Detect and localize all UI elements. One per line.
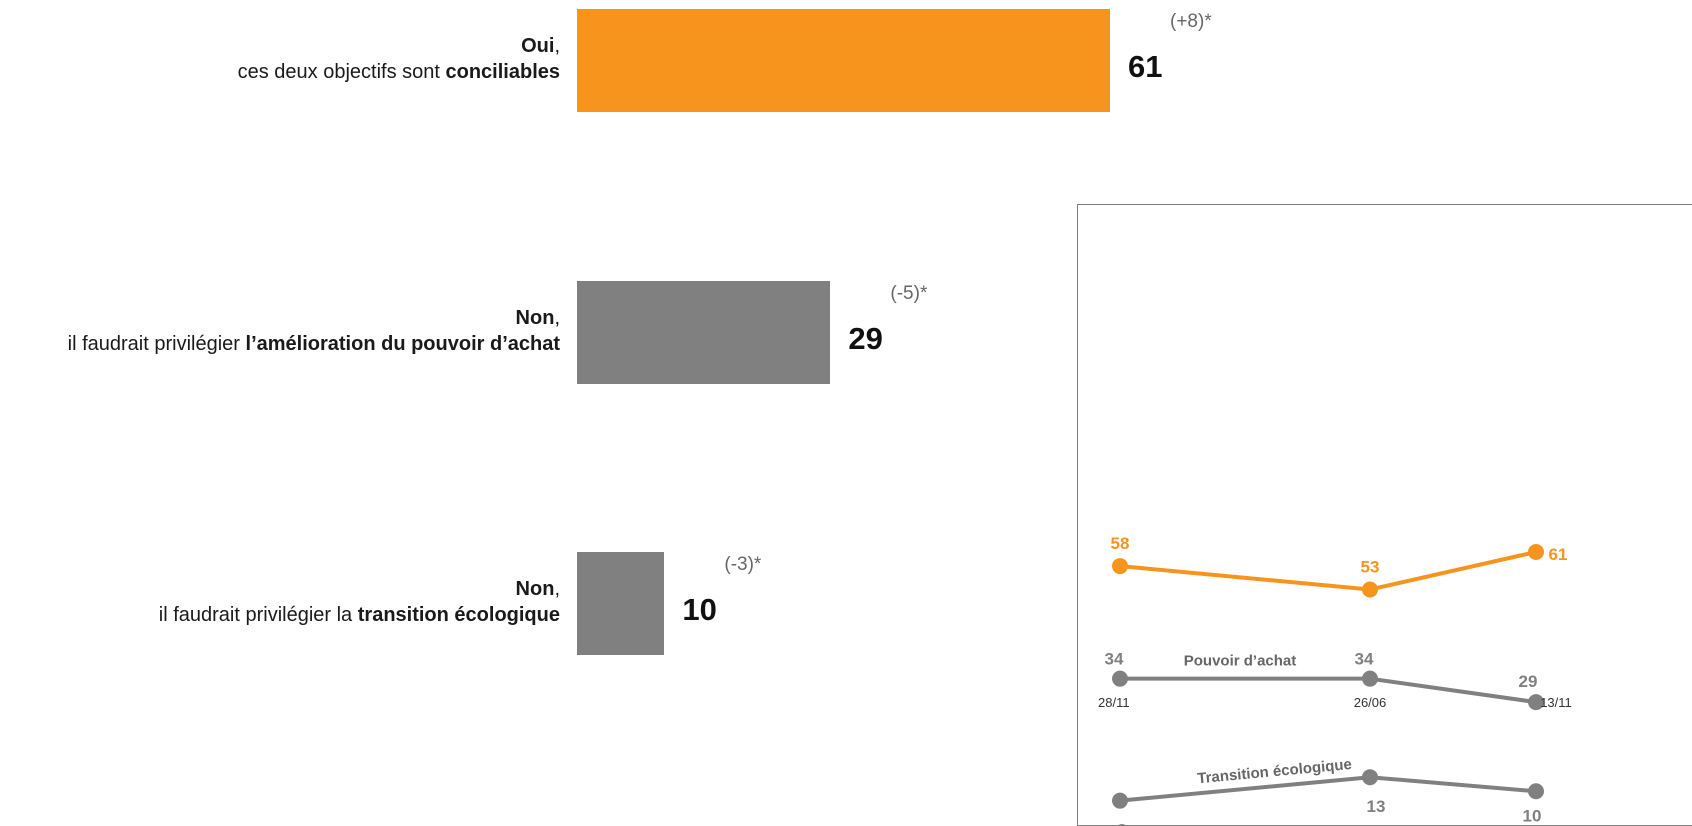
trend-inset-chart: 58536134342981310Pouvoir d’achatTransiti…	[1077, 204, 1692, 826]
bar-value-label: 29	[848, 321, 883, 356]
bar	[577, 552, 665, 655]
bar-category-label: Non, il faudrait privilégier la transitio…	[159, 576, 560, 628]
bar-category-line1: Oui,	[521, 35, 560, 57]
x-axis-date-label: 13/11	[1540, 695, 1572, 710]
data-point	[1112, 670, 1128, 687]
bar-category-line2: il faudrait privilégier l’amélioration d…	[67, 333, 560, 355]
bar-category-lead: Non	[515, 578, 555, 600]
data-point	[1362, 769, 1378, 786]
bar	[577, 9, 1110, 112]
bar-category-line1: Non,	[515, 578, 560, 600]
series-line	[1118, 775, 1538, 803]
point-value-label: 13	[1367, 797, 1386, 816]
point-value-label: 10	[1523, 806, 1542, 825]
bar-change-label: (-3)*	[724, 554, 762, 575]
series-line	[1118, 676, 1538, 705]
data-point	[1112, 792, 1128, 809]
bar-category-emphasis: transition écologique	[357, 604, 560, 626]
bar-change-label: (-5)*	[890, 283, 928, 304]
bar-category-label: Non, il faudrait privilégier l’améliorati…	[68, 305, 560, 357]
point-value-label: 61	[1549, 545, 1568, 564]
trend-line-plot: 58536134342981310Pouvoir d’achatTransiti…	[1098, 534, 1572, 825]
bar-change-label: (+8)*	[1170, 11, 1212, 32]
bar	[577, 281, 831, 384]
x-axis-date-label: 28/11	[1098, 695, 1130, 710]
point-value-label: 58	[1111, 534, 1130, 553]
bar-category-label: Oui, ces deux objectifs sont conciliables	[238, 33, 560, 85]
series-name-label: Pouvoir d’achat	[1184, 653, 1297, 670]
bar-category-line2: ces deux objectifs sont conciliables	[237, 61, 561, 83]
data-point	[1528, 783, 1544, 800]
bar-category-line2: il faudrait privilégier la transition éc…	[158, 604, 560, 626]
bar-category-emphasis: l’amélioration du pouvoir d’achat	[245, 333, 560, 355]
bar-value-label: 10	[682, 592, 717, 627]
point-value-label: 29	[1519, 672, 1538, 691]
series-line	[1118, 549, 1538, 592]
data-point	[1362, 670, 1378, 687]
data-point	[1528, 543, 1544, 560]
data-point	[1112, 558, 1128, 575]
point-value-label: 53	[1361, 558, 1380, 577]
bar-category-line1: Non,	[515, 307, 560, 329]
x-axis-date-label: 26/06	[1354, 695, 1387, 710]
point-value-label: 34	[1105, 650, 1124, 669]
bar-category-lead: Oui	[521, 35, 555, 57]
bar-category-emphasis: conciliables	[445, 61, 561, 83]
data-point	[1362, 581, 1378, 598]
point-value-label: 34	[1355, 650, 1374, 669]
point-value-label: 8	[1117, 821, 1126, 825]
data-point	[1528, 694, 1544, 711]
bar-value-label: 61	[1128, 49, 1163, 84]
bar-category-lead: Non	[515, 307, 555, 329]
